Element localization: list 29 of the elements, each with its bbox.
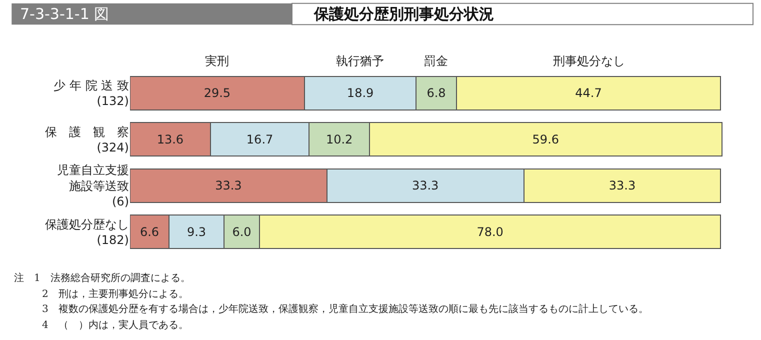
data-label: 44.7 (575, 86, 602, 100)
series-label: 刑事処分なし (553, 54, 625, 68)
chart-title: 保護処分歴別刑事処分状況 (313, 5, 494, 23)
data-label: 59.6 (532, 132, 560, 146)
data-label: 10.2 (326, 132, 353, 146)
data-label: 6.0 (232, 224, 252, 239)
data-label: 33.3 (215, 178, 242, 193)
text: 注 1 法務総合研究所の調査による。 (14, 272, 190, 284)
series-label: 罰金 (424, 54, 448, 68)
y-tick-label: 少 年 院 送 致(132) (54, 78, 129, 108)
series-label: 実刑 (205, 54, 229, 68)
data-label: 78.0 (476, 224, 504, 239)
data-label: 16.7 (246, 132, 274, 146)
data-label: 9.3 (186, 224, 206, 239)
text: 4 （ ）内は，実人員である。 (42, 319, 188, 331)
y-tick-label: 保 護 観 察(324) (45, 124, 129, 154)
y-tick-label: 児童自立支援施設等送致(6) (57, 163, 129, 208)
data-label: 6.8 (426, 86, 446, 100)
chart-subtitle: 7-3-3-1-1 図 (20, 5, 110, 23)
series-label: 執行猶予 (336, 54, 384, 68)
data-label: 29.5 (204, 86, 231, 100)
text: 3 複数の保護処分歴を有する場合は，少年院送致，保護観察，児童自立支援施設等送致の順に最も先に該当するものに計上している。 (42, 303, 648, 315)
data-label: 33.3 (412, 178, 439, 193)
y-tick-label: 保護処分歴なし(182) (45, 217, 129, 247)
data-label: 18.9 (346, 86, 374, 100)
data-label: 6.6 (140, 224, 160, 239)
data-label: 13.6 (156, 132, 184, 146)
data-label: 33.3 (608, 178, 636, 193)
text: 2 刑は，主要刑事処分による。 (42, 288, 188, 300)
